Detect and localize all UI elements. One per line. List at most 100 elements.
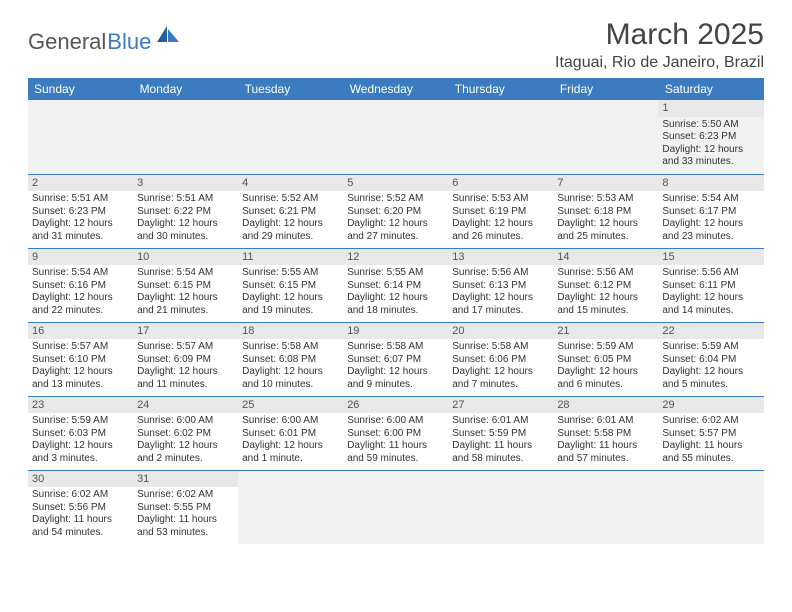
sunrise-text: Sunrise: 6:02 AM — [662, 415, 759, 428]
daylight-text: Daylight: 12 hours — [557, 366, 654, 379]
day-number: 7 — [553, 175, 658, 192]
weekday-header: Wednesday — [343, 78, 448, 100]
daylight-text: Daylight: 12 hours — [662, 366, 759, 379]
calendar-week-row: 30Sunrise: 6:02 AMSunset: 5:56 PMDayligh… — [28, 470, 764, 544]
day-number: 10 — [133, 249, 238, 266]
calendar-empty-cell — [658, 470, 763, 544]
daylight-text: Daylight: 12 hours — [347, 292, 444, 305]
weekday-header: Tuesday — [238, 78, 343, 100]
daylight-text: Daylight: 12 hours — [557, 292, 654, 305]
daylight-text: Daylight: 12 hours — [242, 218, 339, 231]
daylight-text: and 23 minutes. — [662, 231, 759, 244]
daylight-text: and 11 minutes. — [137, 379, 234, 392]
sunrise-text: Sunrise: 6:02 AM — [32, 489, 129, 502]
day-number: 4 — [238, 175, 343, 192]
day-number: 27 — [448, 397, 553, 414]
calendar-day-cell: 16Sunrise: 5:57 AMSunset: 6:10 PMDayligh… — [28, 322, 133, 396]
calendar-day-cell: 2Sunrise: 5:51 AMSunset: 6:23 PMDaylight… — [28, 174, 133, 248]
daylight-text: and 19 minutes. — [242, 305, 339, 318]
calendar-empty-cell — [553, 470, 658, 544]
daylight-text: Daylight: 12 hours — [662, 218, 759, 231]
day-number: 25 — [238, 397, 343, 414]
sunset-text: Sunset: 6:22 PM — [137, 206, 234, 219]
daylight-text: Daylight: 12 hours — [452, 218, 549, 231]
sunset-text: Sunset: 6:20 PM — [347, 206, 444, 219]
daylight-text: and 30 minutes. — [137, 231, 234, 244]
calendar-day-cell: 25Sunrise: 6:00 AMSunset: 6:01 PMDayligh… — [238, 396, 343, 470]
daylight-text: and 17 minutes. — [452, 305, 549, 318]
day-number: 12 — [343, 249, 448, 266]
location-label: Itaguai, Rio de Janeiro, Brazil — [555, 54, 764, 72]
sunset-text: Sunset: 6:19 PM — [452, 206, 549, 219]
sunset-text: Sunset: 6:15 PM — [137, 280, 234, 293]
daylight-text: and 7 minutes. — [452, 379, 549, 392]
sunset-text: Sunset: 6:00 PM — [347, 428, 444, 441]
calendar-day-cell: 15Sunrise: 5:56 AMSunset: 6:11 PMDayligh… — [658, 248, 763, 322]
calendar-week-row: 16Sunrise: 5:57 AMSunset: 6:10 PMDayligh… — [28, 322, 764, 396]
daylight-text: Daylight: 12 hours — [557, 218, 654, 231]
daylight-text: Daylight: 12 hours — [662, 292, 759, 305]
daylight-text: Daylight: 11 hours — [557, 440, 654, 453]
day-number: 19 — [343, 323, 448, 340]
sunset-text: Sunset: 6:01 PM — [242, 428, 339, 441]
daylight-text: and 55 minutes. — [662, 453, 759, 466]
daylight-text: Daylight: 12 hours — [242, 440, 339, 453]
sunrise-text: Sunrise: 5:59 AM — [662, 341, 759, 354]
logo-sail-icon — [155, 24, 181, 50]
calendar-empty-cell — [448, 100, 553, 174]
sunset-text: Sunset: 6:05 PM — [557, 354, 654, 367]
day-number: 26 — [343, 397, 448, 414]
day-number: 24 — [133, 397, 238, 414]
calendar-day-cell: 7Sunrise: 5:53 AMSunset: 6:18 PMDaylight… — [553, 174, 658, 248]
sunset-text: Sunset: 6:04 PM — [662, 354, 759, 367]
calendar-day-cell: 10Sunrise: 5:54 AMSunset: 6:15 PMDayligh… — [133, 248, 238, 322]
sunrise-text: Sunrise: 5:54 AM — [662, 193, 759, 206]
daylight-text: Daylight: 11 hours — [32, 514, 129, 527]
calendar-week-row: 23Sunrise: 5:59 AMSunset: 6:03 PMDayligh… — [28, 396, 764, 470]
sunset-text: Sunset: 6:17 PM — [662, 206, 759, 219]
daylight-text: and 58 minutes. — [452, 453, 549, 466]
calendar-day-cell: 23Sunrise: 5:59 AMSunset: 6:03 PMDayligh… — [28, 396, 133, 470]
calendar-day-cell: 13Sunrise: 5:56 AMSunset: 6:13 PMDayligh… — [448, 248, 553, 322]
daylight-text: Daylight: 11 hours — [347, 440, 444, 453]
day-number: 11 — [238, 249, 343, 266]
daylight-text: and 59 minutes. — [347, 453, 444, 466]
daylight-text: Daylight: 12 hours — [662, 144, 759, 157]
weekday-header: Thursday — [448, 78, 553, 100]
sunset-text: Sunset: 6:23 PM — [32, 206, 129, 219]
sunrise-text: Sunrise: 5:51 AM — [137, 193, 234, 206]
daylight-text: Daylight: 12 hours — [242, 292, 339, 305]
sunset-text: Sunset: 6:09 PM — [137, 354, 234, 367]
calendar-day-cell: 14Sunrise: 5:56 AMSunset: 6:12 PMDayligh… — [553, 248, 658, 322]
sunset-text: Sunset: 6:14 PM — [347, 280, 444, 293]
sunrise-text: Sunrise: 5:58 AM — [347, 341, 444, 354]
daylight-text: and 27 minutes. — [347, 231, 444, 244]
sunrise-text: Sunrise: 5:56 AM — [662, 267, 759, 280]
sunrise-text: Sunrise: 5:54 AM — [137, 267, 234, 280]
sunrise-text: Sunrise: 5:53 AM — [452, 193, 549, 206]
day-number: 29 — [658, 397, 763, 414]
daylight-text: and 26 minutes. — [452, 231, 549, 244]
daylight-text: Daylight: 11 hours — [662, 440, 759, 453]
day-number: 2 — [28, 175, 133, 192]
calendar-week-row: 9Sunrise: 5:54 AMSunset: 6:16 PMDaylight… — [28, 248, 764, 322]
calendar-day-cell: 17Sunrise: 5:57 AMSunset: 6:09 PMDayligh… — [133, 322, 238, 396]
calendar-body: 1Sunrise: 5:50 AMSunset: 6:23 PMDaylight… — [28, 100, 764, 544]
sunrise-text: Sunrise: 5:52 AM — [242, 193, 339, 206]
calendar-day-cell: 3Sunrise: 5:51 AMSunset: 6:22 PMDaylight… — [133, 174, 238, 248]
daylight-text: and 2 minutes. — [137, 453, 234, 466]
daylight-text: Daylight: 12 hours — [347, 366, 444, 379]
day-number: 13 — [448, 249, 553, 266]
calendar-day-cell: 20Sunrise: 5:58 AMSunset: 6:06 PMDayligh… — [448, 322, 553, 396]
daylight-text: Daylight: 12 hours — [137, 292, 234, 305]
weekday-row: SundayMondayTuesdayWednesdayThursdayFrid… — [28, 78, 764, 100]
sunrise-text: Sunrise: 6:01 AM — [557, 415, 654, 428]
calendar-empty-cell — [238, 470, 343, 544]
sunrise-text: Sunrise: 5:55 AM — [242, 267, 339, 280]
daylight-text: Daylight: 12 hours — [32, 440, 129, 453]
month-title: March 2025 — [555, 18, 764, 52]
daylight-text: Daylight: 12 hours — [32, 366, 129, 379]
sunrise-text: Sunrise: 5:57 AM — [137, 341, 234, 354]
calendar-day-cell: 28Sunrise: 6:01 AMSunset: 5:58 PMDayligh… — [553, 396, 658, 470]
day-number: 6 — [448, 175, 553, 192]
